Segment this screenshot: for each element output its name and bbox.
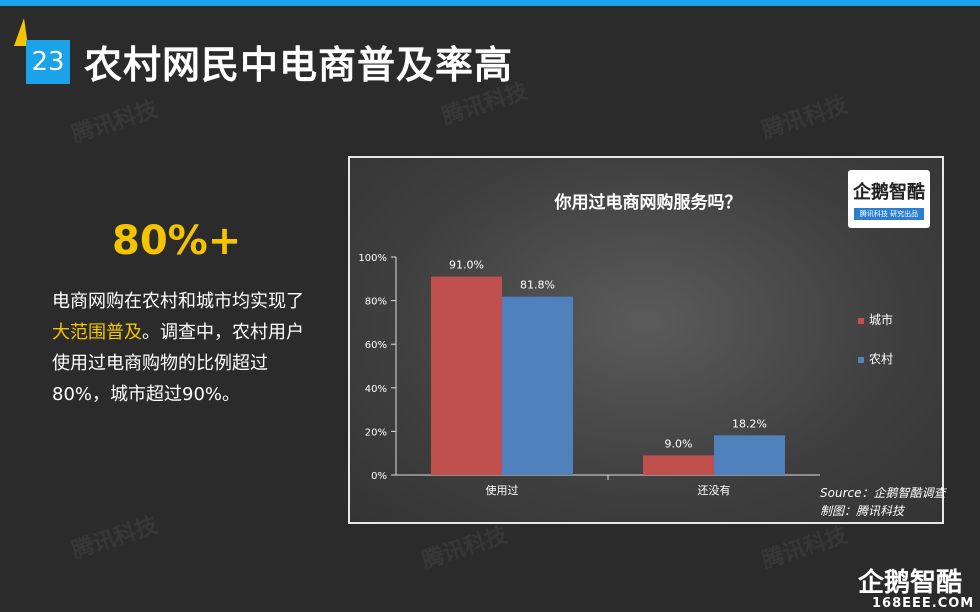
y-tick-label: 60% [365,340,387,351]
description: 电商网购在农村和城市均实现了大范围普及。调查中，农村用户使用过电商购物的比例超过… [52,286,310,410]
source-line: Source：企鹅智酷调查 [820,486,946,500]
page-title: 农村网民中电商普及率高 [84,43,514,87]
chart-panel: 你用过电商网购服务吗？ 企鹅智酷 腾讯科技 研究出品 0% 20% 40% 60% 80… [348,156,945,524]
y-tick-label: 80% [365,297,387,308]
description-highlight: 大范围普及 [52,322,142,343]
y-tick-label: 40% [365,384,387,395]
data-label: 91.0% [449,259,484,272]
bar [431,276,502,475]
y-tick-label: 0% [371,471,387,482]
watermark: 腾讯科技 [69,96,161,148]
bar [714,435,785,475]
page-number: 23 [26,40,70,84]
logo-subtext: 腾讯科技 研究出品 [854,208,924,220]
source-note: Source：企鹅智酷调查 制图：腾讯科技 [820,484,945,520]
watermark: 腾讯科技 [69,512,161,564]
yellow-accent-shape [14,18,28,46]
legend-label: 农村 [869,352,893,366]
logo-badge: 企鹅智酷 腾讯科技 研究出品 [848,170,930,228]
y-tick-label: 100% [358,253,387,264]
top-accent-bar [0,0,980,6]
y-tick-label: 20% [365,427,387,438]
legend-swatch [858,318,864,324]
credit-line: 制图：腾讯科技 [820,504,905,518]
data-label: 9.0% [665,437,693,450]
x-tick-label: 还没有 [698,483,731,497]
legend-label: 城市 [869,312,893,327]
legend-swatch [858,357,864,363]
bar-chart: 0% 20% 40% 60% 80% 100% 91.0% 81.8% 使用过 9.0% 18.2%… [358,253,893,497]
footer-brand: 企鹅智酷 [858,568,963,598]
x-tick-label: 使用过 [486,484,519,497]
bar [502,296,573,475]
data-label: 18.2% [732,417,767,430]
footer-site: 168EEE.COM [872,596,975,611]
headline-stat: 80%+ [112,218,242,264]
bar [643,455,714,475]
data-label: 81.8% [520,279,555,292]
watermark: 腾讯科技 [759,92,851,144]
description-text: 电商网购在农村和城市均实现了 [52,291,304,312]
description-text: 。调查中，农村用户使用过电商购物的比例超过80%，城市超过90%。 [52,322,304,405]
chart-title: 你用过电商网购服务吗？ [554,193,742,213]
logo-text: 企鹅智酷 [853,182,925,203]
